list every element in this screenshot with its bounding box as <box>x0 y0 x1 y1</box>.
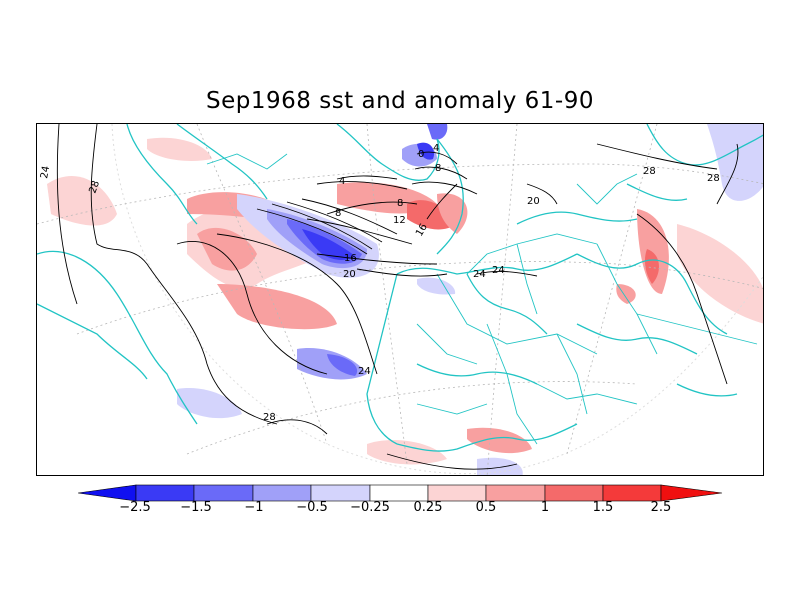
colorbar-tick-label: −2.5 <box>119 500 151 515</box>
colorbar-tick-label: −0.25 <box>350 500 390 515</box>
warm-anomaly-regions <box>47 137 763 465</box>
contour-label: 28 <box>263 412 276 423</box>
contour-labels: 24 28 4 8 8 12 16 16 20 0 4 8 20 24 24 2… <box>39 143 720 423</box>
map-title: Sep1968 sst and anomaly 61-90 <box>206 88 594 114</box>
colorbar-tick-label: 2.5 <box>650 500 672 515</box>
graticule-lines <box>37 124 763 475</box>
sst-contours <box>56 124 739 470</box>
colorbar <box>78 484 723 502</box>
colorbar-segment <box>252 484 312 502</box>
contour-label: 24 <box>473 269 486 280</box>
country-borders <box>206 153 758 445</box>
colorbar-segment <box>369 484 429 502</box>
colorbar-segment <box>193 484 254 502</box>
contour-label: 24 <box>39 165 52 179</box>
colorbar-tick-label: −1.5 <box>180 500 212 515</box>
colorbar-tick-label: −0.5 <box>296 500 328 515</box>
colorbar-tick-label: 0.25 <box>413 500 443 515</box>
colorbar-neg-arrow <box>78 484 137 502</box>
colorbar-segment <box>544 484 604 502</box>
colorbar-tick-label: 0.5 <box>475 500 497 515</box>
colorbar-tick-label: −1 <box>244 500 264 515</box>
contour-label: 28 <box>707 173 720 184</box>
colorbar-segment <box>602 484 662 502</box>
projection-edge <box>111 124 763 475</box>
contour-label: 28 <box>643 166 656 177</box>
contour-label: 16 <box>344 253 357 264</box>
contour-label: 8 <box>335 208 341 219</box>
contour-label: 20 <box>527 196 540 207</box>
colorbar-segment <box>427 484 487 502</box>
colorbar-segment <box>135 484 195 502</box>
contour-label: 20 <box>343 269 356 280</box>
colorbar-tick-label: 1.5 <box>592 500 614 515</box>
contour-label: 12 <box>393 215 406 226</box>
contour-label: 0 <box>418 149 424 160</box>
colorbar-segment <box>485 484 546 502</box>
colorbar-segment <box>310 484 371 502</box>
colorbar-pos-arrow <box>660 484 723 502</box>
sst-anomaly-map: 24 28 4 8 8 12 16 16 20 0 4 8 20 24 24 2… <box>37 124 763 475</box>
contour-label: 28 <box>87 179 102 195</box>
coastlines <box>37 124 763 452</box>
contour-label: 4 <box>433 143 439 154</box>
contour-label: 8 <box>397 198 403 209</box>
contour-label: 4 <box>339 176 345 187</box>
contour-label: 24 <box>492 265 505 276</box>
contour-label: 8 <box>435 163 441 174</box>
colorbar-tick-label: 1 <box>540 500 550 515</box>
map-frame: 24 28 4 8 8 12 16 16 20 0 4 8 20 24 24 2… <box>36 123 764 476</box>
contour-label: 24 <box>358 366 371 377</box>
